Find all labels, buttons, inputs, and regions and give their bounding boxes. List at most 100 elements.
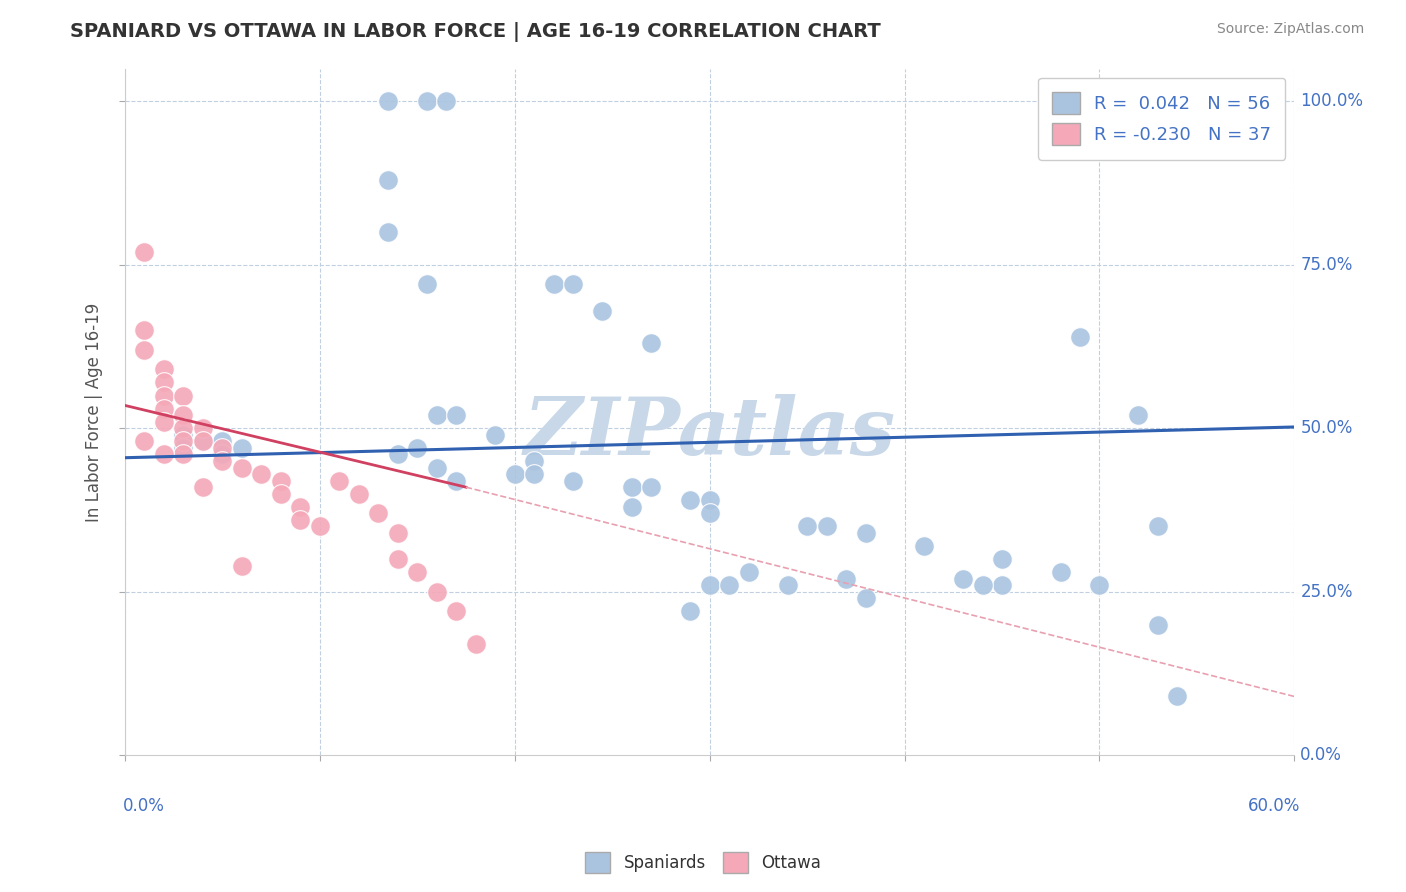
Point: [640, 336, 662, 351]
Point: [620, 500, 643, 514]
Text: 0.0%: 0.0%: [1301, 747, 1343, 764]
Text: ZIPatlas: ZIPatlas: [523, 393, 896, 471]
Point: [328, 474, 350, 488]
Point: [1166, 690, 1188, 704]
Point: [699, 578, 721, 592]
Point: [426, 460, 449, 475]
Point: [1088, 578, 1111, 592]
Legend: Spaniards, Ottawa: Spaniards, Ottawa: [579, 846, 827, 880]
Point: [172, 408, 194, 422]
Point: [1049, 565, 1071, 579]
Point: [416, 94, 439, 108]
Point: [250, 467, 273, 481]
Point: [444, 604, 467, 618]
Point: [308, 519, 330, 533]
Point: [718, 578, 741, 592]
Point: [191, 434, 214, 449]
Point: [153, 388, 176, 402]
Point: [562, 277, 585, 292]
Text: 60.0%: 60.0%: [1249, 797, 1301, 814]
Point: [134, 343, 156, 357]
Point: [444, 408, 467, 422]
Text: Source: ZipAtlas.com: Source: ZipAtlas.com: [1216, 22, 1364, 37]
Point: [270, 486, 292, 500]
Point: [172, 421, 194, 435]
Point: [406, 565, 429, 579]
Point: [523, 454, 546, 468]
Point: [191, 421, 214, 435]
Point: [1147, 519, 1170, 533]
Legend: R =  0.042   N = 56, R = -0.230   N = 37: R = 0.042 N = 56, R = -0.230 N = 37: [1038, 78, 1285, 160]
Point: [855, 525, 877, 540]
Point: [153, 401, 176, 416]
Point: [406, 441, 429, 455]
Point: [211, 434, 233, 449]
Point: [436, 94, 458, 108]
Point: [231, 558, 253, 573]
Point: [172, 427, 194, 442]
Point: [211, 447, 233, 461]
Point: [912, 539, 935, 553]
Point: [835, 572, 858, 586]
Point: [503, 467, 526, 481]
Point: [172, 388, 194, 402]
Point: [562, 474, 585, 488]
Point: [290, 500, 312, 514]
Point: [699, 506, 721, 520]
Point: [640, 480, 662, 494]
Point: [290, 513, 312, 527]
Point: [679, 493, 702, 508]
Point: [1147, 617, 1170, 632]
Point: [815, 519, 838, 533]
Point: [737, 565, 759, 579]
Point: [855, 591, 877, 606]
Text: 25.0%: 25.0%: [1301, 582, 1353, 601]
Point: [191, 434, 214, 449]
Point: [172, 447, 194, 461]
Point: [231, 441, 253, 455]
Point: [134, 244, 156, 259]
Point: [134, 323, 156, 337]
Point: [591, 303, 613, 318]
Point: [972, 578, 994, 592]
Point: [270, 474, 292, 488]
Point: [377, 172, 399, 186]
Point: [991, 578, 1014, 592]
Point: [484, 427, 506, 442]
Point: [191, 480, 214, 494]
Point: [952, 572, 974, 586]
Point: [679, 604, 702, 618]
Point: [416, 277, 439, 292]
Text: 50.0%: 50.0%: [1301, 419, 1353, 437]
Point: [153, 376, 176, 390]
Point: [211, 454, 233, 468]
Point: [991, 552, 1014, 566]
Point: [426, 408, 449, 422]
Text: 100.0%: 100.0%: [1301, 92, 1364, 111]
Text: 75.0%: 75.0%: [1301, 256, 1353, 274]
Point: [444, 474, 467, 488]
Point: [367, 506, 389, 520]
Point: [231, 460, 253, 475]
Point: [172, 441, 194, 455]
Point: [620, 480, 643, 494]
Point: [153, 447, 176, 461]
Text: 0.0%: 0.0%: [122, 797, 165, 814]
Y-axis label: In Labor Force | Age 16-19: In Labor Force | Age 16-19: [86, 302, 103, 522]
Point: [426, 584, 449, 599]
Point: [776, 578, 799, 592]
Point: [1069, 329, 1091, 343]
Point: [347, 486, 370, 500]
Point: [211, 441, 233, 455]
Point: [377, 225, 399, 239]
Point: [387, 447, 409, 461]
Point: [523, 467, 546, 481]
Point: [387, 552, 409, 566]
Point: [387, 525, 409, 540]
Point: [1128, 408, 1150, 422]
Point: [134, 434, 156, 449]
Point: [543, 277, 565, 292]
Point: [172, 434, 194, 449]
Point: [153, 415, 176, 429]
Point: [377, 94, 399, 108]
